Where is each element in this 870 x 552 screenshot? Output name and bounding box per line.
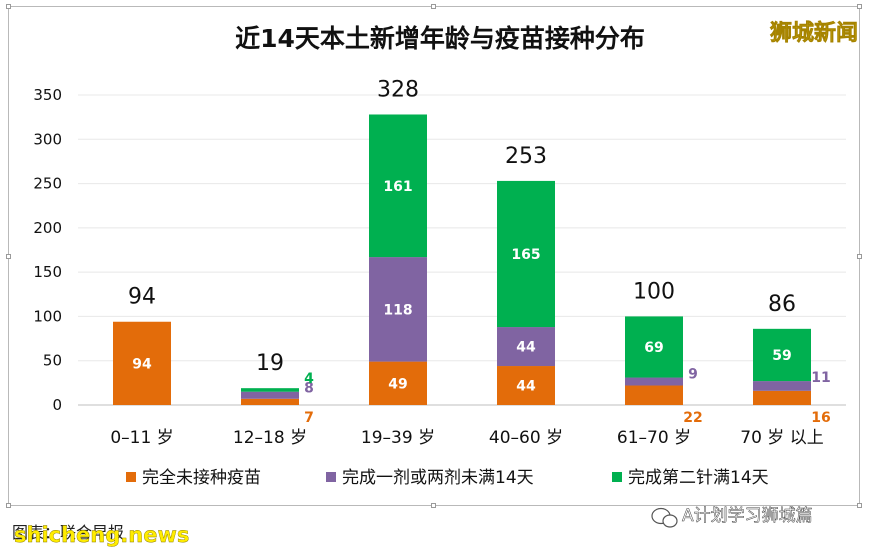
y-tick-label: 50 xyxy=(43,352,62,370)
segment-label: 7 xyxy=(304,410,314,426)
resize-handle-middle-right[interactable] xyxy=(857,254,862,259)
bar-segment xyxy=(497,180,555,328)
bar-segment xyxy=(241,398,299,405)
segment-label: 118 xyxy=(383,302,412,318)
bar-segment xyxy=(625,377,683,386)
bar-segment xyxy=(369,361,427,405)
bar-segment xyxy=(113,321,171,405)
resize-handle-bottom-left[interactable] xyxy=(6,503,11,508)
segment-label: 69 xyxy=(644,340,663,356)
segment-label: 44 xyxy=(516,340,536,356)
chart-title: 近14天本土新增年龄与疫苗接种分布 xyxy=(235,24,645,53)
watermark-top-right: 狮城新闻 xyxy=(770,20,858,46)
data-labels: 94 94 7 84 19 49 118 161 328 44 44 165 253 22 9 69 100 16… xyxy=(128,77,831,426)
total-label: 19 xyxy=(256,351,284,376)
bar-segment xyxy=(497,366,555,405)
watermark-bottom-right: A计划学习狮城篇 xyxy=(682,506,813,526)
y-tick-label: 100 xyxy=(33,307,62,325)
bar-segment xyxy=(241,388,299,392)
chart-frame xyxy=(8,6,860,506)
legend-swatch xyxy=(126,472,136,482)
total-label: 94 xyxy=(128,285,156,310)
segment-label: 9 xyxy=(688,367,698,383)
resize-handle-top-center[interactable] xyxy=(431,4,436,9)
bars xyxy=(113,114,811,405)
segment-label: 16 xyxy=(811,410,830,426)
bar-segment xyxy=(753,328,811,382)
total-label: 100 xyxy=(633,279,675,304)
total-label: 86 xyxy=(768,292,796,317)
wechat-icon xyxy=(651,507,678,528)
category-label: 12–18 岁 xyxy=(233,428,307,448)
legend: 完全未接种疫苗 完成一剂或两剂未满14天 完成第二针满14天 xyxy=(126,468,769,488)
segment-label: 165 xyxy=(511,247,540,263)
y-tick-label: 300 xyxy=(33,130,62,148)
segment-label: 8 xyxy=(304,381,314,397)
bar-segment xyxy=(369,257,427,362)
segment-label: 94 xyxy=(132,356,152,372)
y-tick-label: 150 xyxy=(33,263,62,281)
category-label: 61–70 岁 xyxy=(617,428,691,448)
y-tick-label: 350 xyxy=(33,86,62,104)
segment-label: 59 xyxy=(772,348,791,364)
resize-handle-bottom-right[interactable] xyxy=(857,503,862,508)
segment-label: 49 xyxy=(388,376,407,392)
y-axis: 0 50 100 150 200 250 300 350 xyxy=(33,86,62,414)
bar-segment xyxy=(497,327,555,367)
bar-segment xyxy=(625,316,683,378)
total-label: 328 xyxy=(377,77,419,102)
resize-handle-top-right[interactable] xyxy=(857,4,862,9)
segment-label: 161 xyxy=(383,179,412,195)
resize-handle-middle-left[interactable] xyxy=(6,254,11,259)
resize-handle-top-left[interactable] xyxy=(6,4,11,9)
category-label: 0–11 岁 xyxy=(110,428,173,448)
gridlines xyxy=(78,94,846,406)
total-label: 253 xyxy=(505,144,547,169)
segment-label: 44 xyxy=(516,379,536,395)
segment-label: 22 xyxy=(683,410,702,426)
category-label: 19–39 岁 xyxy=(361,428,435,448)
category-label: 70 岁 以上 xyxy=(740,428,823,448)
bar-segment xyxy=(241,391,299,399)
bar-segment xyxy=(753,390,811,405)
legend-label: 完成第二针满14天 xyxy=(628,468,769,488)
y-tick-label: 250 xyxy=(33,175,62,193)
y-tick-label: 200 xyxy=(33,219,62,237)
bar-segment xyxy=(369,114,427,258)
y-tick-label: 0 xyxy=(52,396,62,414)
resize-handle-bottom-center[interactable] xyxy=(431,503,436,508)
category-label: 40–60 岁 xyxy=(489,428,563,448)
x-axis: 0–11 岁 12–18 岁 19–39 岁 40–60 岁 61–70 岁 70 岁 以… xyxy=(110,428,823,448)
legend-label: 完成一剂或两剂未满14天 xyxy=(342,468,534,488)
bar-segment xyxy=(753,381,811,391)
legend-label: 完全未接种疫苗 xyxy=(142,468,261,488)
watermark-bottom-left-overlay: shicheng.news xyxy=(14,523,189,547)
watermark-bottom-left: 图表：联合早报 xyxy=(12,523,124,542)
bar-segment xyxy=(625,385,683,405)
legend-swatch xyxy=(326,472,336,482)
segment-label: 4 xyxy=(304,371,314,387)
segment-label: 11 xyxy=(811,370,830,386)
legend-swatch xyxy=(612,472,622,482)
